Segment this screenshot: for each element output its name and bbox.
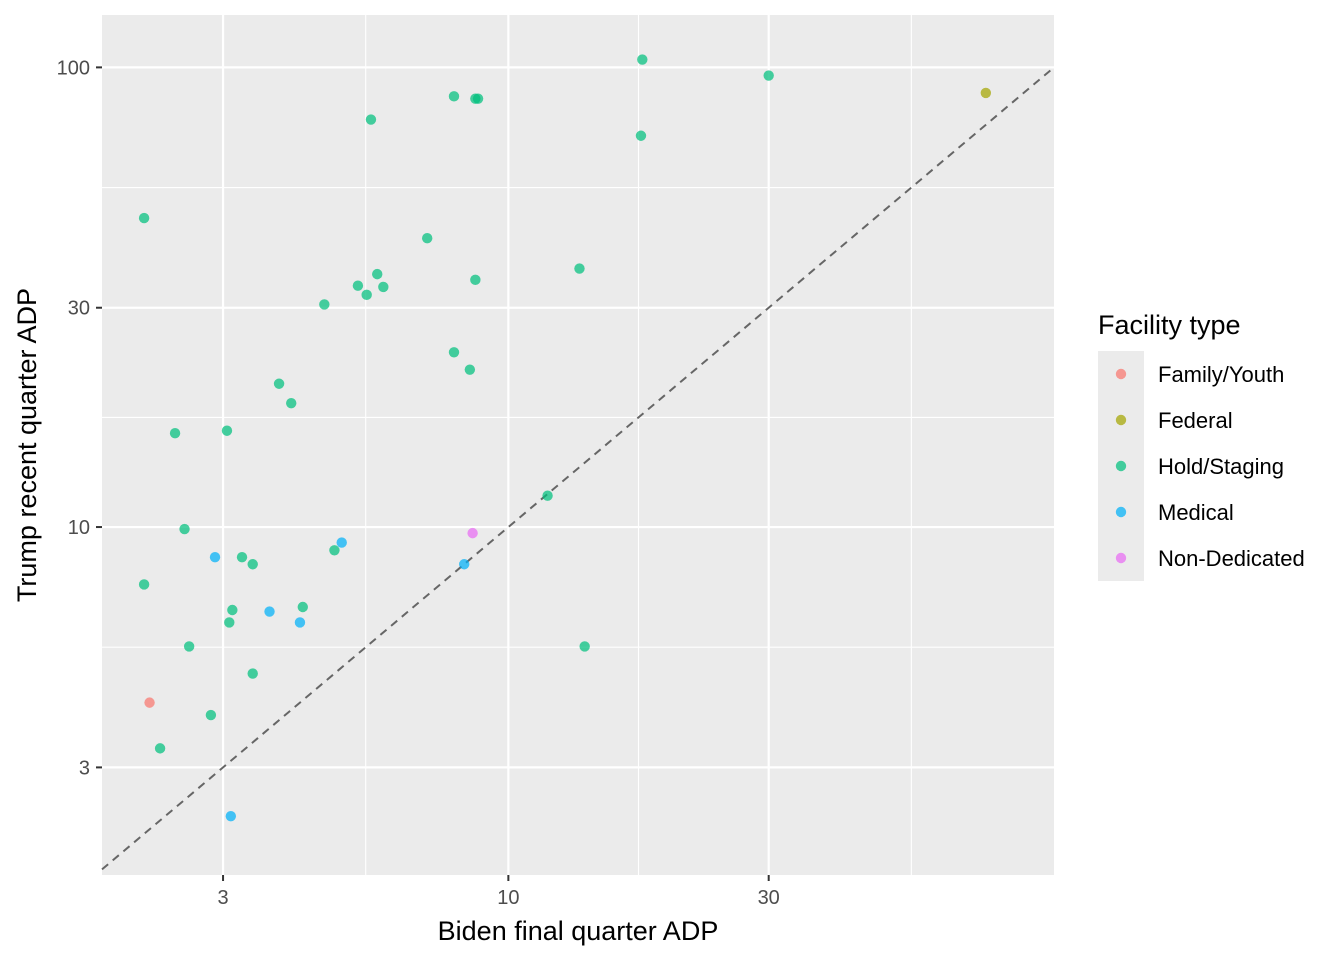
data-point-hold-staging (574, 263, 585, 274)
data-point-hold-staging (183, 641, 195, 652)
data-point-hold-staging (169, 428, 181, 439)
data-point-hold-staging (763, 70, 774, 81)
data-point-hold-staging (224, 617, 235, 628)
legend: Facility type Family/Youth Federal Hold/St… (1098, 310, 1305, 581)
data-point-medical (225, 810, 237, 822)
data-point-hold-staging (470, 274, 481, 286)
data-point-hold-staging (361, 289, 372, 301)
y-axis-ticks: 3 10 30 100 (57, 57, 102, 779)
data-point-hold-staging (221, 425, 233, 436)
legend-items: Family/Youth Federal Hold/Staging Medical No… (1115, 362, 1305, 571)
data-point-hold-staging (319, 299, 330, 310)
data-point-hold-staging (637, 54, 648, 65)
data-point-medical (264, 606, 275, 617)
legend-label-family-youth: Family/Youth (1158, 362, 1284, 387)
y-tick-label: 10 (68, 517, 90, 539)
data-point-hold-staging (635, 130, 647, 141)
data-point-hold-staging (273, 378, 285, 389)
x-axis-title: Biden final quarter ADP (438, 916, 719, 946)
minor-gridlines (102, 15, 1054, 875)
data-point-federal (980, 87, 992, 99)
legend-label-hold-staging: Hold/Staging (1158, 454, 1284, 479)
x-tick-label: 10 (497, 887, 519, 909)
data-point-medical (294, 617, 306, 628)
legend-swatch-federal (1115, 414, 1127, 426)
y-tick-label: 100 (57, 57, 90, 79)
data-point-hold-staging (365, 114, 377, 125)
x-axis-ticks: 3 10 30 (217, 875, 780, 909)
data-point-hold-staging (448, 347, 460, 358)
legend-swatch-hold-staging (1115, 460, 1127, 472)
data-point-hold-staging (579, 641, 590, 652)
x-tick-label: 30 (758, 887, 780, 909)
data-point-hold-staging (236, 551, 248, 563)
y-tick-label: 30 (68, 298, 90, 320)
data-point-hold-staging (297, 601, 308, 613)
data-point-non-dedicated (467, 527, 478, 539)
legend-swatch-medical (1115, 506, 1127, 518)
data-point-hold-staging (352, 280, 364, 291)
data-point-hold-staging (372, 268, 383, 280)
data-point-hold-staging (247, 559, 258, 570)
y-axis-title: Trump recent quarter ADP (12, 288, 42, 602)
data-point-hold-staging (472, 93, 484, 104)
legend-swatch-family-youth (1115, 368, 1127, 380)
y-tick-label: 3 (79, 757, 90, 779)
data-point-hold-staging (329, 545, 340, 556)
data-point-hold-staging (448, 91, 460, 102)
data-point-hold-staging (138, 579, 150, 590)
legend-title: Facility type (1098, 310, 1241, 340)
x-tick-label: 3 (217, 887, 228, 909)
data-point-medical (336, 537, 347, 548)
data-point-family-youth (144, 697, 155, 708)
plot-panel (102, 15, 1054, 875)
data-point-hold-staging (227, 604, 238, 616)
legend-label-federal: Federal (1158, 408, 1233, 433)
data-point-hold-staging (154, 743, 166, 754)
data-point-hold-staging (247, 668, 258, 679)
major-gridlines (102, 15, 1054, 875)
data-point-medical (209, 551, 221, 563)
data-point-medical (459, 559, 470, 570)
legend-label-medical: Medical (1158, 500, 1234, 525)
data-point-hold-staging (138, 212, 150, 224)
data-point-hold-staging (464, 364, 476, 375)
legend-label-non-dedicated: Non-Dedicated (1158, 546, 1305, 571)
data-point-hold-staging (378, 281, 389, 293)
data-point-hold-staging (421, 232, 433, 244)
data-point-hold-staging (179, 523, 190, 535)
legend-swatch-non-dedicated (1115, 552, 1127, 564)
data-point-hold-staging (286, 397, 297, 409)
data-point-hold-staging (205, 709, 217, 721)
data-points (138, 54, 992, 822)
data-point-hold-staging (542, 490, 553, 501)
identity-reference-line (101, 66, 1055, 871)
